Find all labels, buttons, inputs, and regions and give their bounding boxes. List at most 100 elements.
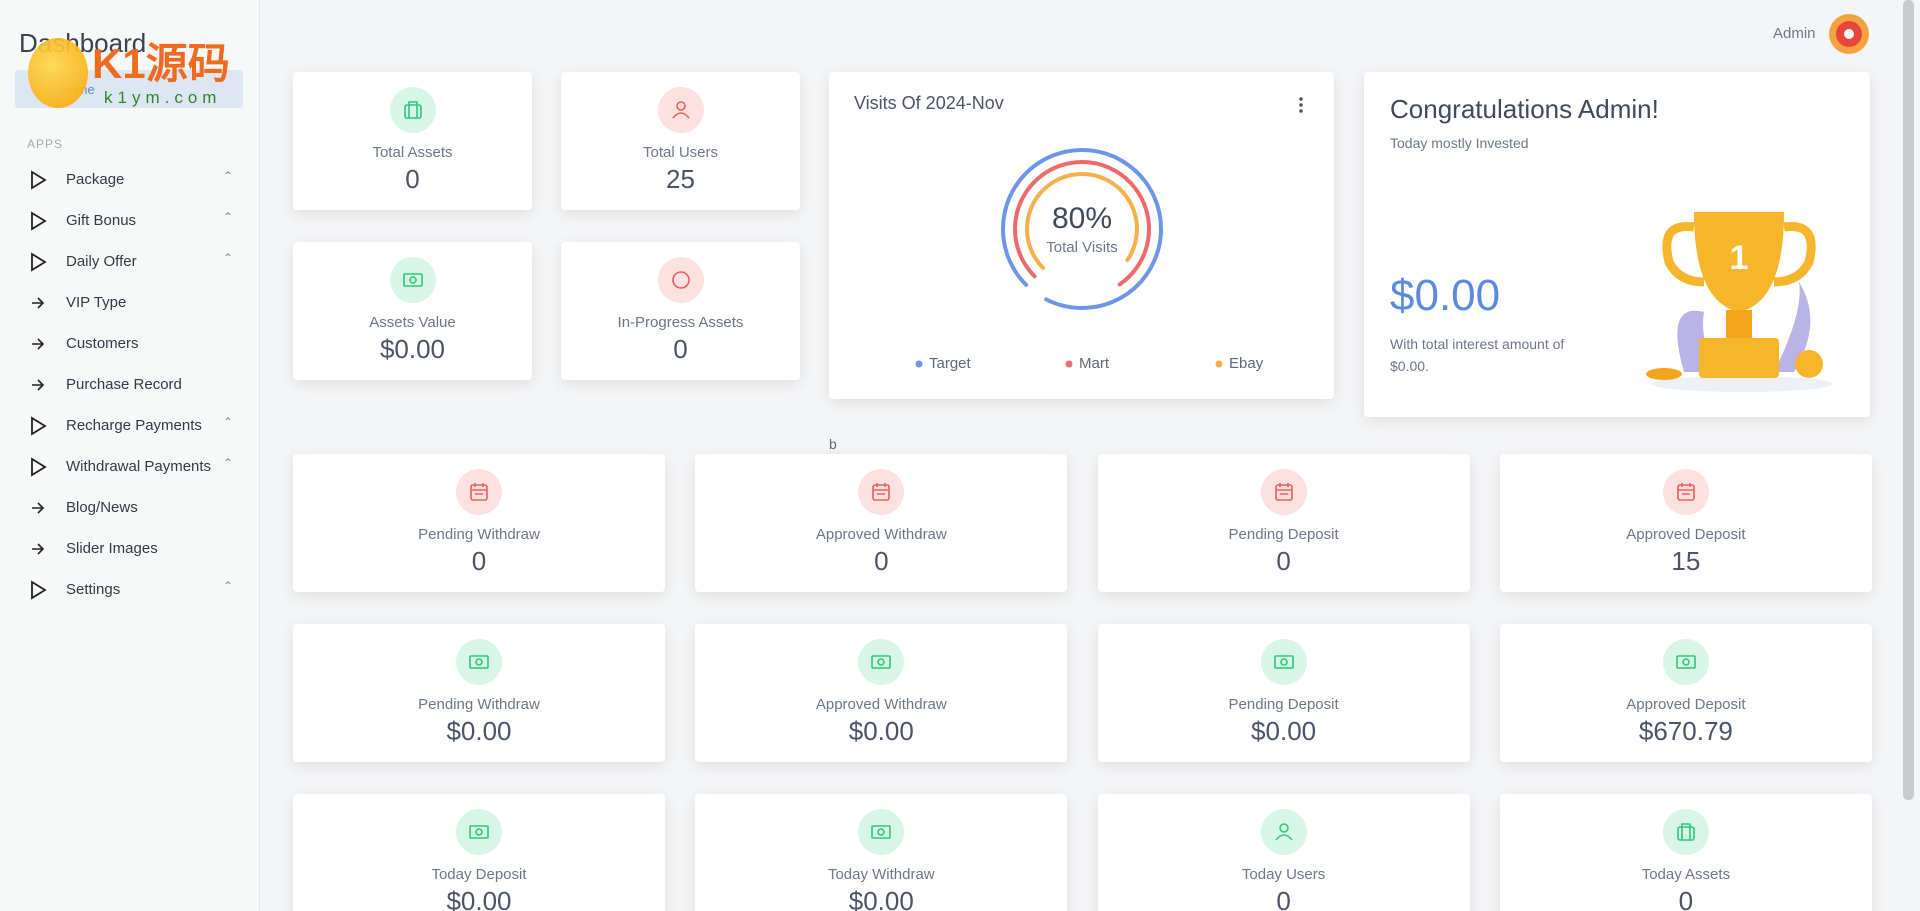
visits-card: Visits Of 2024-Nov Target Mart Ebay 80% Tota… xyxy=(829,72,1334,399)
stat-card: Approved Deposit $670.79 xyxy=(1499,624,1872,762)
card-icon xyxy=(657,257,704,303)
icon-shape xyxy=(471,483,487,495)
stat-card: Pending Withdraw $0.00 xyxy=(293,624,665,762)
card-icon xyxy=(1662,809,1709,855)
user-name[interactable]: Admin xyxy=(1773,25,1816,42)
card-label: Today Users xyxy=(1241,866,1326,883)
arrow-icon xyxy=(32,543,45,555)
card-icon xyxy=(389,257,436,303)
card-label: Approved Withdraw xyxy=(815,526,947,543)
icon-bg xyxy=(1260,469,1307,515)
menu-icon xyxy=(31,416,47,436)
icon-bg xyxy=(389,257,436,303)
triangle-icon xyxy=(31,170,47,190)
icon-shape xyxy=(871,825,892,839)
menu-item[interactable]: Package xyxy=(66,171,125,188)
legend-label: Ebay xyxy=(1229,355,1264,372)
icon-shape xyxy=(407,101,418,118)
congrats-note: With total interest amount of $0.00. xyxy=(1390,336,1565,374)
icon-shape xyxy=(1273,655,1294,669)
icon-shape xyxy=(469,655,489,669)
watermark-url: k1ym.com xyxy=(104,88,222,107)
menu-icon xyxy=(32,379,45,391)
card-value: 0 xyxy=(1678,886,1694,911)
icon-shape xyxy=(1677,483,1694,495)
menu-item[interactable]: Settings xyxy=(66,581,121,598)
icon-shape xyxy=(671,112,690,119)
icon-shape xyxy=(1279,658,1288,666)
triangle-icon xyxy=(31,580,47,600)
icon-shape xyxy=(877,658,886,666)
card-icon xyxy=(1662,469,1709,515)
menu-item[interactable]: Daily Offer xyxy=(66,253,137,270)
icon-shape xyxy=(1274,484,1293,501)
menu-item[interactable]: Slider Images xyxy=(66,540,158,557)
icon-bg xyxy=(858,639,905,685)
avatar[interactable] xyxy=(1828,13,1870,55)
arrow-icon xyxy=(32,502,45,514)
chevron: ⌃ xyxy=(223,210,234,224)
stat-card: Approved Withdraw 0 xyxy=(695,454,1068,592)
card-value: $670.79 xyxy=(1638,716,1733,746)
card-label: Pending Withdraw xyxy=(418,526,540,543)
menu-icon xyxy=(31,211,47,231)
card-value: 0 xyxy=(1276,886,1291,911)
card-label: Today Deposit xyxy=(431,866,527,883)
menu-icon xyxy=(31,252,47,272)
ring-arc xyxy=(1001,148,1163,310)
card-label: Approved Deposit xyxy=(1626,696,1746,713)
legend-label: Mart xyxy=(1079,355,1110,372)
menu-icon xyxy=(32,502,45,514)
icon-bg xyxy=(858,809,905,855)
card-icon xyxy=(1260,639,1307,685)
icon-bg xyxy=(1662,469,1709,515)
stat-card: Total Assets 0 xyxy=(293,72,532,210)
icon-shape xyxy=(1275,483,1292,495)
menu-item[interactable]: Withdrawal Payments xyxy=(66,458,212,475)
menu-item[interactable]: VIP Type xyxy=(66,294,127,311)
radial-chart: Target Mart Ebay 80% Total Visits xyxy=(915,148,1264,372)
icon-shape xyxy=(1274,834,1293,841)
menu-item[interactable]: Blog/News xyxy=(66,499,138,516)
svg-text:1: 1 xyxy=(1730,239,1749,277)
card-label: In-Progress Assets xyxy=(617,314,744,331)
menu-item[interactable]: Gift Bonus xyxy=(66,212,137,229)
card-icon xyxy=(858,469,905,515)
triangle-icon xyxy=(31,416,47,436)
icon-bg xyxy=(456,469,502,515)
icon-bg xyxy=(1662,809,1709,855)
watermark-logo xyxy=(28,38,88,108)
section-label: APPS xyxy=(27,137,64,151)
icon-shape xyxy=(1676,655,1696,669)
icon-shape xyxy=(475,658,483,666)
icon-shape xyxy=(1677,484,1695,501)
icon-bg xyxy=(456,809,502,855)
menu-item[interactable]: Customers xyxy=(66,335,139,352)
ring-arc xyxy=(1025,172,1139,270)
icon-shape xyxy=(470,484,488,501)
menu-icon xyxy=(32,338,45,350)
card-value: $0.00 xyxy=(848,886,914,911)
icon-bg xyxy=(389,87,436,133)
menu-item[interactable]: Purchase Record xyxy=(66,376,182,393)
legend-label: Target xyxy=(929,355,972,372)
icon-shape xyxy=(1278,823,1289,833)
card-icon xyxy=(1662,639,1709,685)
scrollbar[interactable] xyxy=(1903,0,1914,800)
menu-icon xyxy=(31,580,47,600)
triangle-icon xyxy=(31,252,47,272)
visits-title: Visits Of 2024-Nov xyxy=(854,93,1004,113)
card-label: Approved Withdraw xyxy=(815,696,947,713)
icon-bg xyxy=(657,257,704,303)
icon-shape xyxy=(871,655,892,669)
menu-dots[interactable] xyxy=(1297,96,1305,114)
card-icon xyxy=(657,87,704,133)
triangle-icon xyxy=(31,211,47,231)
ring-arc xyxy=(1013,160,1151,287)
card-value: $0.00 xyxy=(446,886,512,911)
card-label: Pending Deposit xyxy=(1228,696,1339,713)
watermark-text: K1源码 xyxy=(92,40,230,87)
menu-item[interactable]: Recharge Payments xyxy=(66,417,202,434)
stat-card: Today Deposit $0.00 xyxy=(293,794,665,911)
congrats-subtitle: Today mostly Invested xyxy=(1390,135,1529,151)
